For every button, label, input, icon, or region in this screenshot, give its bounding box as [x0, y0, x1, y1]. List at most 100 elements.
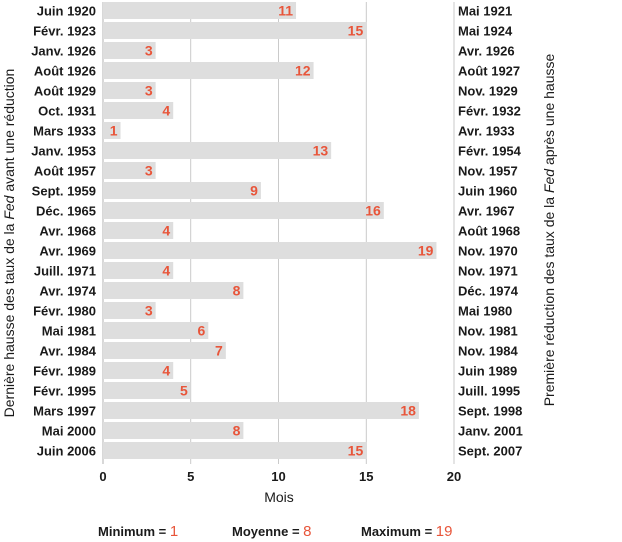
bar [103, 162, 156, 179]
bar [103, 362, 174, 379]
right-axis-title: Première réduction des taux de la Fed ap… [541, 54, 557, 407]
stat-maximum-value: 19 [436, 523, 453, 540]
start-date-label: Avr. 1969 [39, 244, 96, 259]
bar [103, 102, 174, 119]
stat-minimum-label: Minimum = [98, 524, 170, 539]
bar [103, 402, 419, 419]
right-axis-title-em: Fed [541, 168, 557, 193]
bar [103, 62, 314, 79]
bar-value-label: 15 [348, 443, 364, 459]
start-date-label: Août 1929 [34, 84, 96, 99]
start-date-label: Juill. 1971 [34, 264, 96, 279]
bar [103, 22, 367, 39]
bar-value-label: 3 [145, 83, 153, 99]
end-date-label: Févr. 1932 [458, 104, 521, 119]
stat-average: Moyenne = 8 [232, 523, 312, 540]
start-date-label: Mai 2000 [42, 424, 96, 439]
bar-value-label: 9 [250, 183, 258, 199]
bar-value-label: 6 [198, 323, 206, 339]
end-date-label: Août 1968 [458, 224, 520, 239]
start-date-label: Avr. 1984 [39, 344, 96, 359]
start-date-label: Févr. 1995 [33, 384, 96, 399]
end-date-label: Nov. 1971 [458, 264, 518, 279]
end-date-label: Avr. 1933 [458, 124, 515, 139]
stat-average-label: Moyenne = [232, 524, 303, 539]
end-date-label: Nov. 1981 [458, 324, 518, 339]
bar [103, 242, 437, 259]
end-date-label: Nov. 1957 [458, 164, 518, 179]
end-date-label: Déc. 1974 [458, 284, 519, 299]
end-date-label: Avr. 1967 [458, 204, 515, 219]
x-axis-title: Mois [264, 489, 294, 505]
start-date-label: Avr. 1974 [39, 284, 96, 299]
end-date-label: Avr. 1926 [458, 44, 515, 59]
bar-value-label: 4 [162, 363, 170, 379]
bar-value-label: 3 [145, 163, 153, 179]
start-date-label: Janv. 1926 [31, 44, 96, 59]
bar-value-label: 16 [365, 203, 381, 219]
end-date-label: Mai 1980 [458, 304, 512, 319]
bar-value-label: 1 [110, 123, 118, 139]
start-date-label: Mai 1981 [42, 324, 96, 339]
stat-minimum-value: 1 [170, 523, 178, 540]
summary-stats: Minimum = 1 Moyenne = 8 Maximum = 19 [98, 523, 452, 540]
end-date-label: Janv. 2001 [458, 424, 523, 439]
bar [103, 282, 244, 299]
right-axis-title-post: après une hausse [541, 54, 557, 169]
start-date-label: Août 1926 [34, 64, 96, 79]
start-date-label: Févr. 1923 [33, 24, 96, 39]
end-date-label: Mai 1921 [458, 4, 512, 19]
x-tick-labels: 0 5 10 15 20 [99, 469, 461, 484]
end-date-label: Juill. 1995 [458, 384, 520, 399]
bar [103, 442, 367, 459]
start-date-labels: Juin 1920 Févr. 1923 Janv. 1926 Août 1926 Ao… [31, 4, 97, 459]
x-tick-label: 0 [99, 469, 106, 484]
start-date-label: Déc. 1965 [36, 204, 96, 219]
bar [103, 302, 156, 319]
left-axis-title-em: Fed [1, 194, 17, 219]
left-axis-title: Dernière hausse des taux de la Fed avant… [1, 69, 17, 418]
right-axis-title-pre: Première réduction des taux de la [541, 193, 557, 406]
start-date-label: Juin 2006 [37, 444, 96, 459]
start-date-label: Janv. 1953 [31, 144, 96, 159]
bar-value-label: 12 [295, 63, 311, 79]
bar-value-label: 5 [180, 383, 188, 399]
bar-value-label: 4 [162, 103, 170, 119]
x-tick-label: 15 [359, 469, 373, 484]
start-date-label: Août 1957 [34, 164, 96, 179]
stat-minimum: Minimum = 1 [98, 523, 178, 540]
start-date-label: Mars 1997 [33, 404, 96, 419]
end-date-label: Juin 1960 [458, 184, 517, 199]
bar [103, 342, 226, 359]
end-date-label: Févr. 1954 [458, 144, 522, 159]
bar-value-label: 7 [215, 343, 223, 359]
bar [103, 122, 121, 139]
end-date-label: Nov. 1984 [458, 344, 519, 359]
left-axis-title-post: avant une réduction [1, 69, 17, 196]
bar-value-label: 3 [145, 43, 153, 59]
end-date-label: Juin 1989 [458, 364, 517, 379]
bar [103, 42, 156, 59]
bar-value-label: 4 [162, 263, 170, 279]
bar-value-label: 11 [278, 3, 293, 19]
stat-maximum-label: Maximum = [361, 524, 436, 539]
end-date-label: Sept. 2007 [458, 444, 522, 459]
start-date-label: Oct. 1931 [38, 104, 96, 119]
start-date-label: Févr. 1989 [33, 364, 96, 379]
x-tick-label: 5 [187, 469, 194, 484]
stat-average-value: 8 [303, 523, 311, 540]
bar [103, 262, 174, 279]
end-date-label: Mai 1924 [458, 24, 513, 39]
bar-value-label: 15 [348, 23, 364, 39]
bar-value-label: 3 [145, 303, 153, 319]
bar [103, 142, 332, 159]
bar [103, 182, 261, 199]
end-date-label: Nov. 1970 [458, 244, 518, 259]
start-date-label: Mars 1933 [33, 124, 96, 139]
end-date-label: Nov. 1929 [458, 84, 518, 99]
left-axis-title-pre: Dernière hausse des taux de la [1, 220, 17, 418]
end-date-label: Sept. 1998 [458, 404, 522, 419]
bar-value-label: 19 [418, 243, 434, 259]
bar [103, 222, 174, 239]
